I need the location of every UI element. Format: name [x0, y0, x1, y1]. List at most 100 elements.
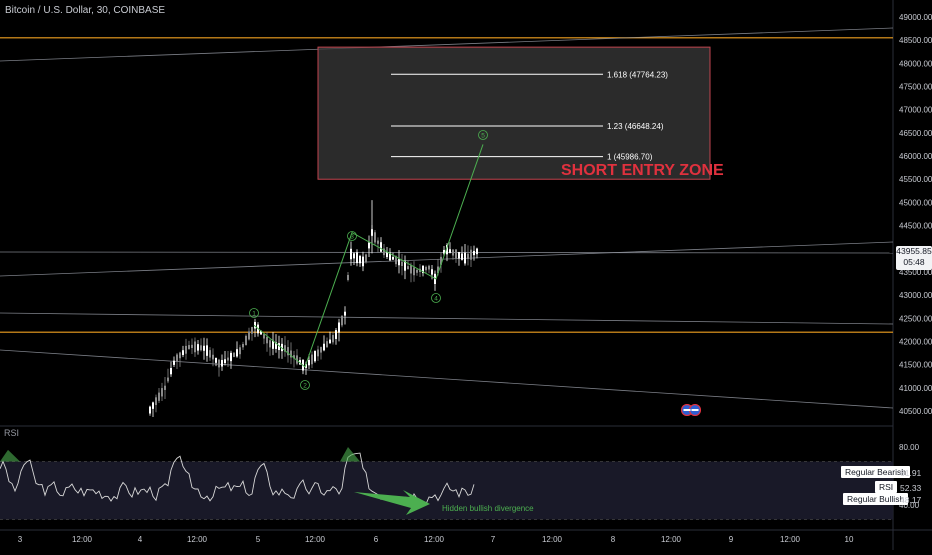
divergence-label: Hidden bullish divergence: [442, 504, 534, 513]
candle-body: [227, 357, 229, 361]
candle-body: [467, 253, 469, 260]
candle-body: [290, 350, 292, 358]
trend-line: [0, 27, 894, 62]
price-tick-label: 40500.00: [899, 407, 932, 416]
candle-body: [452, 249, 454, 256]
price-tick-label: 48500.00: [899, 36, 932, 45]
candle-body: [221, 359, 223, 367]
candle-body: [473, 250, 475, 256]
legend-rsi[interactable]: RSI: [875, 481, 898, 493]
candle-body: [167, 377, 169, 382]
candle-body: [407, 266, 409, 270]
candle-body: [275, 342, 277, 349]
legend-rsi-value: 52.33: [900, 483, 922, 493]
price-tick-label: 41500.00: [899, 361, 932, 370]
candle-body: [425, 266, 427, 271]
time-tick-label: 9: [729, 535, 734, 544]
candle-body: [161, 388, 163, 397]
wave-label-circle: [300, 380, 310, 390]
price-tick-label: 44500.00: [899, 222, 932, 231]
time-tick-label: 12:00: [542, 535, 563, 544]
legend-regular-bearish-value: 61.91: [900, 468, 922, 478]
candle-body: [326, 341, 328, 348]
candle-body: [308, 359, 310, 366]
candle-body: [365, 254, 367, 263]
candle-body: [194, 341, 196, 353]
trend-line: [0, 349, 894, 409]
current-price-value: 43955.85: [896, 246, 932, 256]
candle-body: [416, 269, 418, 273]
time-tick-label: 7: [491, 535, 496, 544]
time-tick-label: 8: [611, 535, 616, 544]
candle-body: [353, 253, 355, 259]
trend-line: [0, 312, 894, 325]
candle-body: [422, 265, 424, 274]
fib-level-label: 1.618 (47764.23): [607, 70, 668, 79]
candle-body: [470, 249, 472, 260]
candle-body: [347, 274, 349, 281]
price-tick-label: 47500.00: [899, 83, 932, 92]
candle-body: [224, 359, 226, 364]
candle-body: [200, 345, 202, 351]
candle-body: [335, 330, 337, 339]
candle-body: [254, 321, 256, 329]
candle-body: [401, 261, 403, 266]
price-tick-label: 45500.00: [899, 175, 932, 184]
candle-body: [386, 252, 388, 258]
candle-body: [152, 402, 154, 409]
candle-body: [476, 248, 478, 255]
candle-body: [185, 345, 187, 354]
wave-label: 3: [350, 234, 354, 241]
candle-body: [179, 352, 181, 359]
candle-body: [158, 392, 160, 401]
candle-body: [170, 367, 172, 375]
wave-label-circle: [478, 130, 488, 140]
symbol-title[interactable]: Bitcoin / U.S. Dollar, 30, COINBASE: [5, 5, 166, 16]
price-tick-label: 46500.00: [899, 129, 932, 138]
wave-label-circle: [249, 308, 259, 318]
time-tick-label: 4: [138, 535, 143, 544]
candle-body: [449, 249, 451, 253]
elliott-wave-path: [253, 144, 484, 368]
candle-body: [464, 252, 466, 264]
candle-body: [203, 345, 205, 351]
candle-body: [377, 240, 379, 244]
legend-regular-bullish-value: 48.17: [900, 495, 922, 505]
candle-body: [191, 344, 193, 349]
legend-regular-bearish[interactable]: Regular Bearish: [841, 466, 910, 478]
candle-body: [356, 252, 358, 264]
candle-body: [230, 352, 232, 362]
time-tick-label: 12:00: [72, 535, 93, 544]
rsi-overbought-fill: [340, 447, 360, 462]
price-tick-label: 43500.00: [899, 268, 932, 277]
candle-body: [413, 267, 415, 276]
candle-body: [305, 363, 307, 369]
candle-body: [245, 335, 247, 346]
candle-body: [392, 256, 394, 260]
wave-label: 5: [481, 133, 485, 140]
wave-label: 2: [303, 383, 307, 390]
candle-body: [284, 345, 286, 352]
time-tick-label: 5: [256, 535, 261, 544]
time-tick-label: 3: [18, 535, 23, 544]
candle-body: [332, 335, 334, 343]
time-tick-label: 12:00: [305, 535, 326, 544]
price-tick-label: 49000.00: [899, 13, 932, 22]
candle-body: [278, 343, 280, 351]
candle-body: [215, 357, 217, 363]
candle-body: [368, 242, 370, 249]
candle-body: [461, 253, 463, 260]
time-tick-label: 12:00: [661, 535, 682, 544]
candle-body: [458, 252, 460, 259]
candle-body: [323, 343, 325, 351]
short-entry-zone: [317, 46, 711, 180]
legend-regular-bullish[interactable]: Regular Bullish: [843, 493, 909, 505]
candle-body: [239, 347, 241, 355]
candle-body: [149, 406, 151, 414]
candle-body: [446, 245, 448, 255]
current-price-label: 43955.85 05:48: [896, 246, 932, 270]
wave-label-circle: [347, 231, 357, 241]
events-flag-icon[interactable]: [681, 404, 701, 416]
